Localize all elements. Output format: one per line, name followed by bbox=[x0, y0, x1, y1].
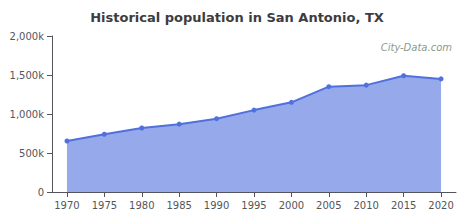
svg-text:1990: 1990 bbox=[204, 200, 229, 211]
svg-text:1980: 1980 bbox=[129, 200, 154, 211]
svg-text:1995: 1995 bbox=[241, 200, 266, 211]
svg-text:1,000k: 1,000k bbox=[10, 109, 45, 120]
svg-text:City-Data.com: City-Data.com bbox=[381, 42, 453, 53]
svg-text:2000: 2000 bbox=[279, 200, 304, 211]
svg-text:1,500k: 1,500k bbox=[10, 70, 45, 81]
svg-text:2,000k: 2,000k bbox=[10, 31, 45, 42]
svg-text:2020: 2020 bbox=[428, 200, 453, 211]
svg-text:2005: 2005 bbox=[316, 200, 341, 211]
svg-text:2015: 2015 bbox=[391, 200, 416, 211]
svg-text:Historical population in San A: Historical population in San Antonio, TX bbox=[90, 10, 384, 25]
svg-text:500k: 500k bbox=[19, 148, 44, 159]
svg-text:1985: 1985 bbox=[166, 200, 191, 211]
svg-text:2010: 2010 bbox=[353, 200, 378, 211]
svg-text:1975: 1975 bbox=[92, 200, 117, 211]
svg-text:1970: 1970 bbox=[54, 200, 79, 211]
svg-text:0: 0 bbox=[38, 187, 44, 198]
